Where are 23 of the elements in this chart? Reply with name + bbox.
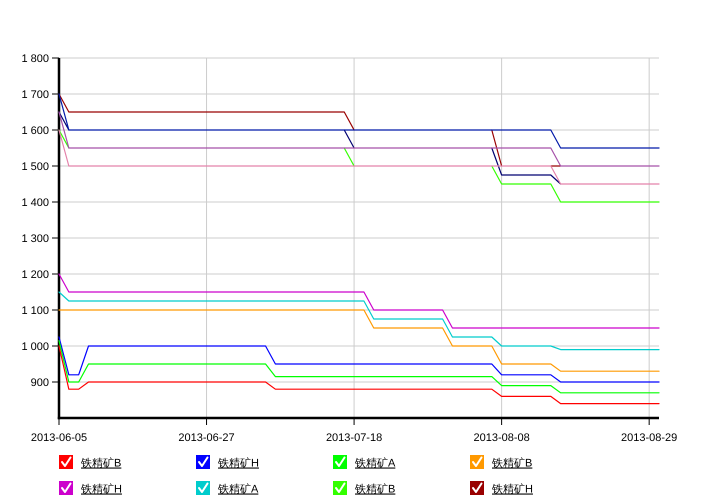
legend-label: 铁精矿B	[80, 456, 122, 470]
y-tick-label: 1 700	[21, 89, 49, 101]
y-tick-label: 1 500	[21, 161, 49, 173]
legend-label: 铁精矿A	[354, 456, 396, 470]
x-tick-label: 2013-07-18	[326, 432, 382, 444]
x-tick-label: 2013-08-29	[621, 432, 678, 444]
y-tick-label: 1 400	[21, 197, 49, 209]
y-tick-label: 1 100	[21, 305, 49, 317]
legend-label: 铁精矿B	[491, 456, 532, 470]
legend-label: 铁精矿H	[80, 482, 122, 496]
y-tick-label: 900	[30, 377, 49, 389]
legend-label: 铁精矿B	[354, 482, 396, 496]
y-tick-label: 1 300	[21, 233, 49, 245]
x-tick-label: 2013-06-27	[178, 432, 235, 444]
legend-label: 铁精矿A	[217, 482, 259, 496]
x-tick-label: 2013-06-05	[30, 432, 88, 444]
y-tick-label: 1 000	[21, 341, 49, 353]
x-tick-label: 2013-08-08	[473, 432, 530, 444]
y-tick-label: 1 800	[21, 53, 49, 65]
y-tick-label: 1 600	[21, 125, 49, 137]
legend-label: 铁精矿H	[491, 482, 533, 496]
y-tick-label: 1 200	[21, 269, 49, 281]
legend-label: 铁精矿H	[217, 456, 259, 470]
